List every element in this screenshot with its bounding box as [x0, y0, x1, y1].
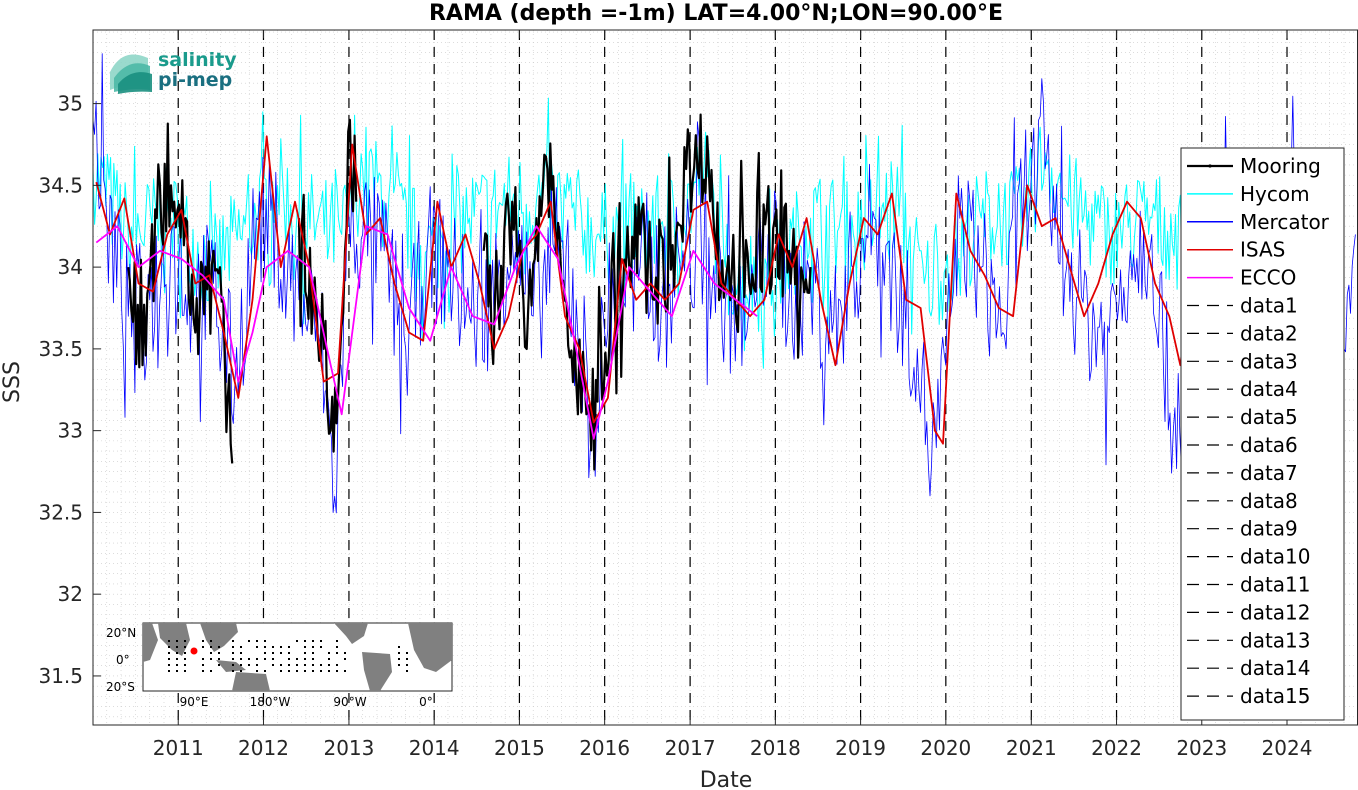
legend-label-data4: data4 [1240, 377, 1298, 401]
plot-area [93, 30, 1358, 725]
x-tick-2019: 2019 [835, 736, 886, 760]
legend-label-data3: data3 [1240, 349, 1298, 373]
legend-label-data15: data15 [1240, 684, 1311, 708]
inset-lon-90e: 90°E [180, 695, 209, 709]
legend-label-hycom: Hycom [1240, 182, 1310, 206]
x-tick-2013: 2013 [323, 736, 374, 760]
chart-title: RAMA (depth =-1m) LAT=4.00°N;LON=90.00°E [429, 1, 1003, 26]
legend-label-isas: ISAS [1240, 238, 1285, 262]
inset-lat-0: 0° [116, 653, 130, 667]
series-ecco [95, 225, 758, 440]
x-tick-2016: 2016 [579, 736, 630, 760]
legend-label-data14: data14 [1240, 656, 1311, 680]
x-tick-2012: 2012 [238, 736, 289, 760]
x-tick-2021: 2021 [1006, 736, 1057, 760]
legend: Mooring Hycom Mercator ISAS ECCO data1 data2 da… [1180, 147, 1345, 721]
x-tick-2022: 2022 [1091, 736, 1142, 760]
inset-map: 20°N 0° 20°S 90°E 180°W 90°W 0° [106, 622, 453, 709]
y-tick-33: 33 [58, 419, 83, 443]
legend-label-data1: data1 [1240, 294, 1298, 318]
legend-label-data11: data11 [1240, 573, 1311, 597]
y-tick-32-5: 32.5 [38, 500, 83, 524]
inset-lon-90w: 90°W [333, 695, 366, 709]
x-tick-labels: 2011 2012 2013 2014 2015 2016 2017 2018 2019 2020… [153, 736, 1313, 760]
legend-label-data5: data5 [1240, 405, 1298, 429]
y-tick-31-5: 31.5 [38, 664, 83, 688]
x-tick-2017: 2017 [665, 736, 716, 760]
legend-label-mercator: Mercator [1240, 210, 1330, 234]
legend-label-data6: data6 [1240, 433, 1298, 457]
x-axis-label: Date [700, 768, 753, 790]
legend-label-data13: data13 [1240, 628, 1311, 652]
series-mercator [92, 53, 1356, 514]
legend-label-data9: data9 [1240, 517, 1298, 541]
x-tick-2018: 2018 [750, 736, 801, 760]
inset-lon-180w: 180°W [250, 695, 291, 709]
x-tick-2024: 2024 [1262, 736, 1313, 760]
legend-label-ecco: ECCO [1240, 266, 1296, 290]
legend-label-data8: data8 [1240, 489, 1298, 513]
y-tick-32: 32 [58, 582, 83, 606]
inset-lat-20n: 20°N [106, 626, 136, 640]
inset-lat-20s: 20°S [106, 680, 135, 694]
legend-label-data2: data2 [1240, 321, 1298, 345]
series-isas [95, 135, 1192, 445]
year-dashed-lines [177, 30, 1288, 725]
y-axis-label: SSS [0, 361, 25, 403]
logo-text-pimep: pi-mep [158, 69, 232, 91]
legend-label-data7: data7 [1240, 461, 1298, 485]
salinity-pimep-logo: salinity pi-mep [110, 49, 237, 94]
y-tick-33-5: 33.5 [38, 337, 83, 361]
legend-label-mooring: Mooring [1240, 154, 1321, 178]
mooring-location-marker [190, 647, 198, 655]
logo-text-salinity: salinity [158, 49, 237, 71]
x-tick-2015: 2015 [494, 736, 545, 760]
y-tick-35: 35 [58, 92, 83, 116]
x-tick-2014: 2014 [409, 736, 460, 760]
x-tick-2023: 2023 [1176, 736, 1227, 760]
y-tick-34: 34 [58, 255, 83, 279]
legend-label-data10: data10 [1240, 545, 1311, 569]
series-hycom [92, 97, 1217, 369]
series-lines [92, 53, 1356, 514]
x-tick-2020: 2020 [920, 736, 971, 760]
x-tick-2011: 2011 [153, 736, 204, 760]
legend-label-data12: data12 [1240, 600, 1311, 624]
y-tick-labels: 31.5 32 32.5 33 33.5 34 34.5 35 [38, 92, 83, 688]
y-tick-34-5: 34.5 [38, 173, 83, 197]
inset-lon-0: 0° [419, 695, 433, 709]
